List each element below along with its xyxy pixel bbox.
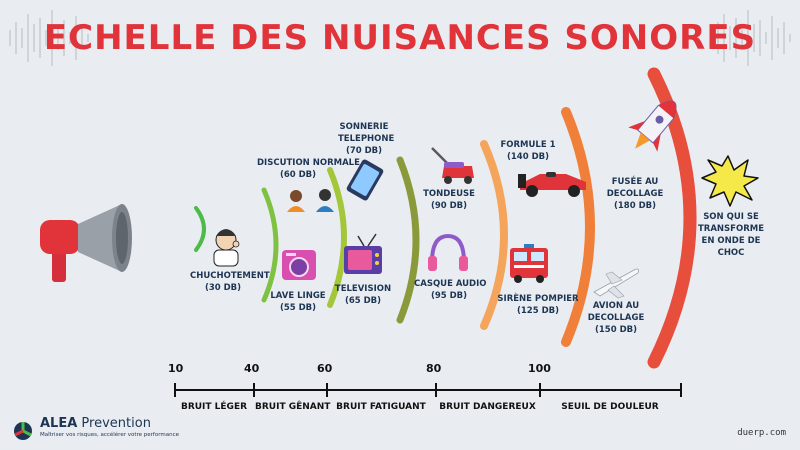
source-label-headphones: CASQUE AUDIO (95 DB) [414, 279, 487, 301]
sound-wave-arc [327, 167, 347, 308]
axis-tick [680, 383, 682, 397]
shockwave-icon [701, 155, 759, 207]
axis-tick-label: 100 [528, 362, 551, 375]
source-label-whisper: CHUCHOTEMENT (30 DB) [190, 271, 270, 293]
axis-tick [326, 383, 328, 397]
source-label-lawn-mower: TONDEUSE (90 DB) [423, 189, 475, 211]
axis-tick [539, 383, 541, 397]
axis-tick-label: 60 [317, 362, 333, 375]
airplane-icon [593, 268, 639, 299]
headphones-icon [428, 233, 468, 271]
fire-truck-icon [510, 244, 548, 283]
axis-tick [435, 383, 437, 397]
sound-wave-arc [261, 187, 279, 303]
axis-tick-label: 10 [168, 362, 184, 375]
source-label-conversation: DISCUTION NORMALE (60 DB) [257, 158, 360, 180]
conversation-icon [287, 189, 334, 212]
television-icon [344, 233, 382, 274]
source-label-rocket: FUSÉE AU DECOLLAGE (180 DB) [606, 177, 664, 211]
axis-tick-label: 40 [244, 362, 260, 375]
scale-category: BRUIT LÉGER [180, 402, 248, 412]
whisper-icon [213, 229, 240, 267]
waveform-decoration [9, 10, 791, 66]
scale-category: SEUIL DE DOULEUR [561, 402, 659, 412]
scale-category: BRUIT FATIGUANT [336, 402, 426, 412]
rocket-icon [628, 100, 677, 152]
scale-category: BRUIT GÊNANT [255, 402, 331, 412]
scale-category: BRUIT DANGEREUX [439, 402, 536, 412]
sound-wave-arc [396, 156, 420, 324]
source-label-shockwave: SON QUI SE TRANSFORME EN ONDE DE CHOC [698, 212, 764, 258]
source-label-fire-truck: SIRÈNE POMPIER (125 DB) [497, 294, 579, 316]
source-label-airplane: AVION AU DECOLLAGE (150 DB) [587, 301, 645, 335]
page-title: ECHELLE DES NUISANCES SONORES [43, 18, 757, 58]
brand-name: ALEA Prevention [40, 416, 151, 431]
megaphone-icon [40, 204, 132, 282]
race-car-icon [518, 172, 586, 197]
brand-tagline: Maîtriser vos risques, accélérer votre p… [40, 432, 179, 438]
scale-axis [174, 389, 682, 391]
alea-logo-icon [14, 422, 32, 440]
source-label-phone: SONNERIE TELEPHONE (70 DB) [338, 122, 395, 156]
axis-tick-label: 80 [426, 362, 442, 375]
axis-tick [253, 383, 255, 397]
source-label-television: TELEVISION (65 DB) [334, 284, 392, 306]
phone-icon [346, 159, 384, 201]
site-url: duerp.com [737, 428, 786, 438]
source-label-washing-machine: LAVE LINGE (55 DB) [270, 291, 326, 313]
lawn-mower-icon [431, 147, 474, 184]
sound-wave-arc [561, 107, 595, 347]
washing-machine-icon [282, 250, 316, 280]
axis-tick [174, 383, 176, 397]
sound-wave-arc [480, 140, 508, 330]
source-label-race-car: FORMULE 1 (140 DB) [500, 140, 556, 162]
sound-wave-arc [194, 206, 206, 252]
